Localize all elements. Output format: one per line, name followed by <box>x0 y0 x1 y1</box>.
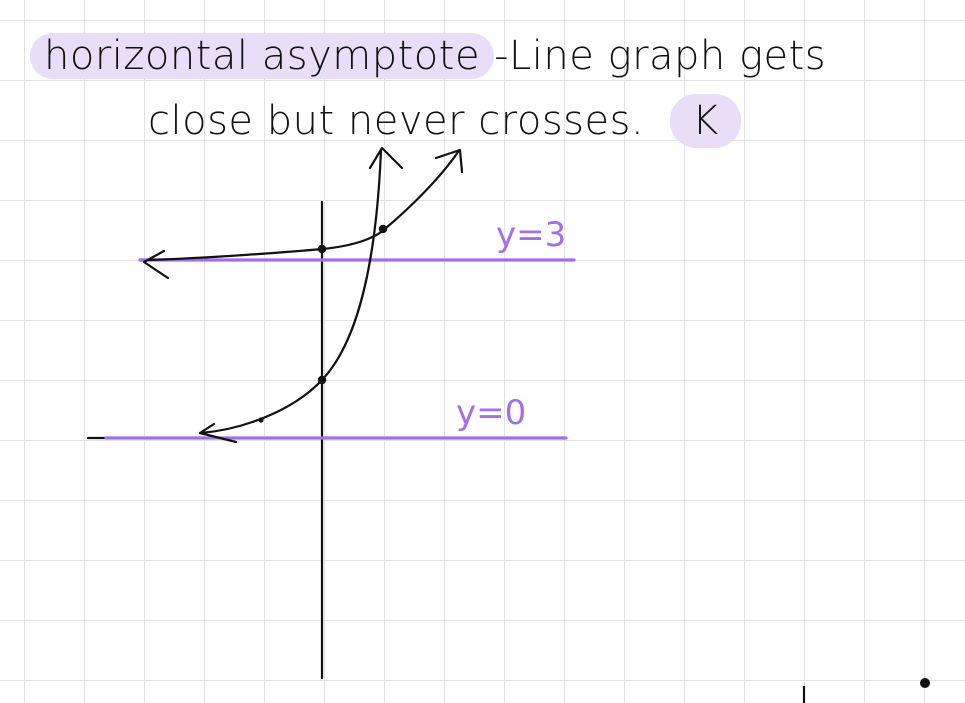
arrowhead-left-y3 <box>142 249 170 280</box>
definition-part-2: close but never crosses. <box>148 98 645 144</box>
point-intersection <box>378 224 388 234</box>
initial-highlight: K <box>670 94 741 148</box>
stray-dot <box>920 678 930 688</box>
point-lower-left <box>258 417 264 423</box>
arrowhead-left-y0 <box>198 422 238 444</box>
arrowhead-top-y0 <box>368 146 404 170</box>
term-highlight: horizontal asymptote <box>30 33 495 79</box>
point-y-intercept-lower <box>317 375 327 385</box>
note-separator: - <box>494 33 509 79</box>
exponential-curve-y3 <box>146 150 460 262</box>
note-line-1: horizontal asymptote -Line graph gets <box>30 28 826 84</box>
asymptote-label-y3: y=3 <box>496 215 566 255</box>
exponential-curve-y0 <box>198 148 383 435</box>
note-line-2: close but never crosses. K <box>148 94 741 148</box>
asymptote-label-y0: y=0 <box>456 393 526 433</box>
point-y-intercept-upper <box>317 244 327 254</box>
arrowhead-top-y3 <box>434 148 464 174</box>
definition-part-1: Line graph gets <box>509 33 827 79</box>
